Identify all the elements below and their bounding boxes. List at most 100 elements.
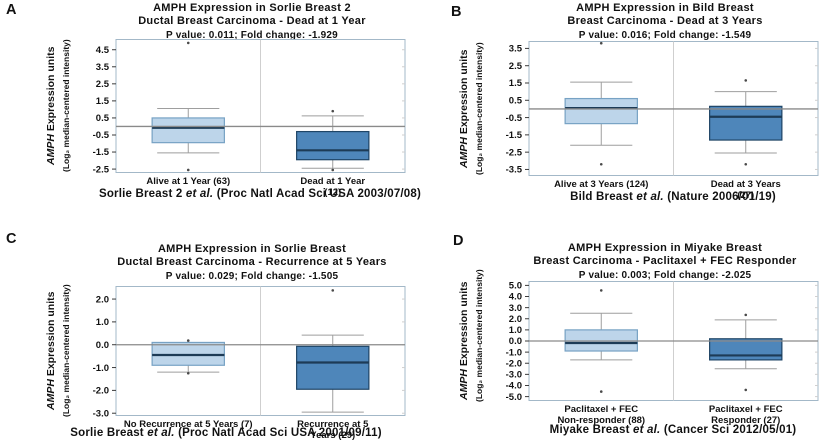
caption-ref: (Nature 2006/01/19) bbox=[667, 191, 776, 203]
boxplot-svg: 3.5 2.5 1.5 0.5 -0.5 -1.5 -2.5 -3.5 bbox=[506, 41, 819, 176]
svg-text:1.5: 1.5 bbox=[509, 78, 523, 89]
svg-text:-2.5: -2.5 bbox=[506, 147, 523, 158]
svg-text:-0.5: -0.5 bbox=[93, 130, 110, 141]
dataset-caption: Bild Breast et al. (Nature 2006/01/19) bbox=[493, 191, 825, 203]
group-label: No Recurrence at 5 Years (7) bbox=[123, 419, 253, 430]
chart-stats: P value: 0.003; Fold change: -2.025 bbox=[578, 270, 752, 281]
boxplot-area: 4.5 3.5 2.5 1.5 0.5 -0.5 -1.5 -2.5 bbox=[64, 38, 408, 179]
svg-text:2.0: 2.0 bbox=[96, 294, 109, 305]
caption-etal: et al. bbox=[185, 188, 214, 200]
group-label: Paclitaxel + FEC Non-responder (88) bbox=[557, 404, 646, 426]
svg-text:1.0: 1.0 bbox=[509, 325, 522, 336]
svg-text:2.5: 2.5 bbox=[96, 79, 110, 90]
chart-stats: P value: 0.016; Fold change: -1.549 bbox=[578, 30, 752, 41]
panel-c: C AMPH Expression in Sorlie Breast Ducta… bbox=[0, 223, 412, 446]
svg-text:3.0: 3.0 bbox=[509, 303, 522, 314]
svg-text:-1.0: -1.0 bbox=[506, 347, 522, 358]
panel-d: D AMPH Expression in Miyake Breast Breas… bbox=[413, 223, 825, 446]
boxplot-svg: 2.0 1.0 0.0 -1.0 -2.0 -3.0 bbox=[93, 286, 406, 419]
panel-a-titles: AMPH Expression in Sorlie Breast 2 Ducta… bbox=[80, 2, 424, 41]
chart-title-line2: Breast Carcinoma - Paclitaxel + FEC Resp… bbox=[533, 255, 797, 267]
svg-text:0.0: 0.0 bbox=[509, 336, 522, 347]
panel-d-titles: AMPH Expression in Miyake Breast Breast … bbox=[493, 242, 825, 281]
panel-letter: D bbox=[453, 233, 464, 249]
caption-name: Miyake Breast bbox=[549, 424, 630, 436]
svg-text:-1.5: -1.5 bbox=[93, 147, 110, 158]
chart-stats: P value: 0.029; Fold change: -1.505 bbox=[165, 271, 339, 282]
dataset-caption: Miyake Breast et al. (Cancer Sci 2012/05… bbox=[493, 424, 825, 436]
svg-text:4.0: 4.0 bbox=[509, 292, 522, 303]
caption-name: Sorlie Breast 2 bbox=[98, 188, 183, 200]
y-axis-label: AMPH Expression units bbox=[45, 285, 60, 417]
svg-text:-2.5: -2.5 bbox=[93, 164, 110, 174]
group-label: Dead at 3 Years (27) bbox=[710, 179, 781, 201]
boxplot-svg: 5.04.03.02.01.00.0-1.0-2.0-3.0-4.0-5.0 bbox=[506, 281, 819, 403]
panel-a: A AMPH Expression in Sorlie Breast 2 Duc… bbox=[0, 0, 421, 223]
caption-etal: et al. bbox=[633, 424, 661, 436]
boxplot-area: 5.0 4.0 3.0 2.0 1.0 0.0 -1.0 -2.0 -3.0 -4.0 -5.0 bbox=[477, 280, 821, 407]
chart-title-line2: Ductal Breast Carcinoma - Recurrence at … bbox=[117, 256, 387, 268]
y-axis-label: AMPH Expression units bbox=[458, 280, 473, 402]
gene-symbol: AMPH bbox=[45, 134, 57, 166]
chart-title-line2: Ductal Breast Carcinoma - Dead at 1 Year bbox=[138, 15, 366, 27]
y-axis-label: AMPH Expression units bbox=[458, 40, 473, 177]
caption-name: Bild Breast bbox=[570, 191, 634, 203]
group-label: Paclitaxel + FEC Responder (27) bbox=[708, 404, 783, 426]
chart-stats: P value: 0.011; Fold change: -1.929 bbox=[166, 30, 338, 41]
svg-text:0.5: 0.5 bbox=[509, 95, 523, 106]
svg-text:3.5: 3.5 bbox=[96, 62, 110, 73]
caption-ref: (Proc Natl Acad Sci USA 2003/07/08) bbox=[216, 188, 422, 200]
dataset-caption: Sorlie Breast 2 et al. (Proc Natl Acad S… bbox=[80, 188, 440, 200]
svg-text:4.5: 4.5 bbox=[96, 45, 110, 56]
panel-letter: C bbox=[6, 231, 17, 247]
boxplot-svg: 4.5 3.5 2.5 1.5 0.5 -0.5 -1.5 -2.5 bbox=[93, 39, 406, 175]
svg-text:1.0: 1.0 bbox=[96, 317, 109, 328]
svg-text:2.5: 2.5 bbox=[509, 61, 523, 72]
caption-name: Sorlie Breast bbox=[70, 427, 144, 439]
chart-title-line1: AMPH Expression in Miyake Breast bbox=[567, 242, 763, 254]
svg-text:0.5: 0.5 bbox=[96, 113, 110, 124]
svg-text:-3.0: -3.0 bbox=[93, 408, 109, 417]
svg-text:1.5: 1.5 bbox=[96, 96, 110, 107]
svg-text:-3.0: -3.0 bbox=[506, 370, 522, 381]
gene-symbol: AMPH bbox=[45, 379, 57, 411]
boxplot-area: 2.0 1.0 0.0 -1.0 -2.0 -3.0 bbox=[64, 285, 408, 422]
group-label: Dead at 1 Year (12) bbox=[300, 176, 366, 198]
svg-text:-1.5: -1.5 bbox=[506, 130, 523, 141]
svg-text:-4.0: -4.0 bbox=[506, 381, 522, 392]
chart-title-line1: AMPH Expression in Sorlie Breast bbox=[157, 243, 347, 255]
svg-text:-2.0: -2.0 bbox=[506, 358, 522, 369]
chart-title-line1: AMPH Expression in Sorlie Breast 2 bbox=[153, 2, 351, 14]
chart-title-line1: AMPH Expression in Bild Breast bbox=[576, 2, 754, 14]
svg-text:2.0: 2.0 bbox=[509, 314, 522, 325]
panel-b: B AMPH Expression in Bild Breast Breast … bbox=[413, 0, 825, 223]
svg-text:5.0: 5.0 bbox=[509, 281, 522, 292]
y-axis-units: Expression units bbox=[45, 46, 57, 135]
dataset-caption: Sorlie Breast et al. (Proc Natl Acad Sci… bbox=[46, 427, 406, 439]
y-axis-units: Expression units bbox=[45, 291, 57, 380]
svg-text:3.5: 3.5 bbox=[509, 44, 523, 55]
panel-letter: A bbox=[6, 2, 17, 18]
chart-title-line2: Breast Carcinoma - Dead at 3 Years bbox=[567, 15, 763, 27]
caption-ref: (Cancer Sci 2012/05/01) bbox=[663, 424, 797, 436]
panel-letter: B bbox=[451, 4, 462, 20]
y-axis-units: Expression units bbox=[458, 49, 470, 137]
svg-text:-3.5: -3.5 bbox=[506, 165, 523, 176]
caption-etal: et al. bbox=[636, 191, 664, 203]
y-axis-label: AMPH Expression units bbox=[45, 38, 60, 174]
svg-text:-0.5: -0.5 bbox=[506, 113, 523, 124]
group-label: Alive at 1 Year (63) bbox=[146, 176, 231, 187]
group-label: Recurrence at 5 Years (29) bbox=[297, 419, 369, 441]
group-label: Alive at 3 Years (124) bbox=[554, 179, 649, 190]
caption-ref: (Proc Natl Acad Sci USA 2001/09/11) bbox=[178, 427, 382, 439]
svg-text:0.0: 0.0 bbox=[96, 340, 109, 351]
svg-text:-5.0: -5.0 bbox=[506, 392, 522, 402]
svg-text:-2.0: -2.0 bbox=[93, 386, 109, 397]
y-axis-units: Expression units bbox=[458, 281, 470, 370]
gene-symbol: AMPH bbox=[458, 136, 470, 168]
caption-etal: et al. bbox=[147, 427, 175, 439]
svg-text:-1.0: -1.0 bbox=[93, 363, 109, 374]
panel-c-titles: AMPH Expression in Sorlie Breast Ductal … bbox=[80, 243, 424, 282]
gene-symbol: AMPH bbox=[458, 369, 470, 401]
